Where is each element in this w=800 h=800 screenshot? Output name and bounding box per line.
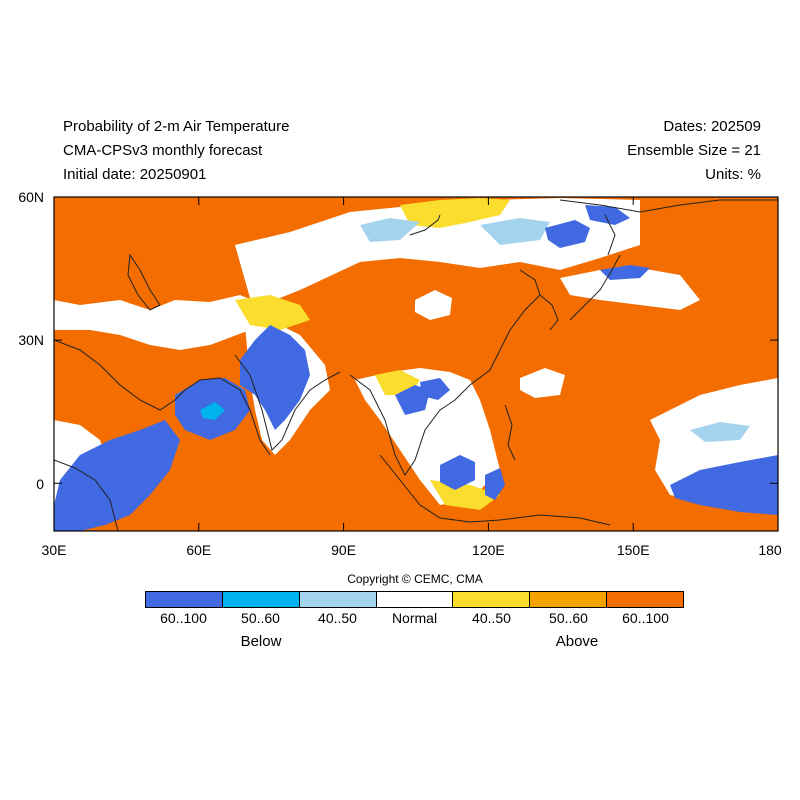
legend-above-label: Above [555,633,599,650]
above-weak-north [400,198,510,228]
legend-swatch-below-40-50 [299,592,377,607]
normal-zone-west [54,295,265,350]
initial-date: Initial date: 20250901 [63,166,207,183]
coast-africa-horn [54,459,119,531]
below-strong-north [585,205,630,225]
x-tick-120E: 120E [472,542,505,558]
ensemble-size: Ensemble Size = 21 [627,142,761,159]
map-frame [53,196,779,532]
coast-sakhalin [604,214,616,256]
probability-map: 30E 60E 90E 120E 150E 180 60N 30N 0 [18,189,782,558]
normal-zone-east [560,268,700,310]
below-strong-india [240,325,310,430]
below-weak-north [360,218,420,242]
coast-india [234,354,341,451]
above-weak-tibet [235,295,310,330]
legend-label: 60..100 [160,610,207,626]
coast-baikal [409,214,441,236]
coast-indonesia [379,454,611,526]
below-strong-laos [420,378,450,400]
y-tick-60N: 60N [18,189,44,205]
legend-swatch-below-60-100 [146,592,223,607]
below-strong-borneo [440,455,475,490]
x-tick-150E: 150E [617,542,650,558]
below-weak-pacific [690,422,750,442]
map-field [54,197,778,531]
map-subtitle: CMA-CPSv3 monthly forecast [63,142,263,159]
coast-caspian [127,253,161,311]
legend-colorbar [145,591,684,608]
legend-swatch-above-50-60 [530,592,608,607]
axis-ticks [53,196,779,531]
coast-korea [539,294,559,331]
legend-label: 50..60 [549,610,588,626]
legend-label: 40..50 [472,610,511,626]
normal-blob-seapacific [520,368,565,398]
legend-label: 40..50 [318,610,357,626]
below-strong-indochina [395,385,430,415]
legend-label: 50..60 [241,610,280,626]
map-title: Probability of 2-m Air Temperature [63,118,290,135]
below-strong-pacific [670,455,778,515]
legend-swatch-above-60-100 [607,592,684,607]
forecast-dates: Dates: 202509 [663,118,761,135]
coast-japan [569,254,621,321]
legend-labels: 60..100 50..60 40..50 Normal 40..50 50..… [145,610,684,626]
below-strong-northeast [545,220,590,248]
legend-swatch-above-40-50 [453,592,531,607]
x-tick-30E: 30E [42,542,67,558]
x-tick-60E: 60E [186,542,211,558]
legend-label: Normal [391,610,438,626]
coast-russia [559,199,778,213]
legend-label: 60..100 [622,610,669,626]
legend-below-label: Below [240,633,282,650]
x-tick-90E: 90E [331,542,356,558]
legend-swatch-below-50-60 [222,592,300,607]
coast-china [499,269,541,351]
below-strong-sulawesi [485,468,505,500]
copyright-text: Copyright © CEMC, CMA [347,572,483,586]
x-tick-180: 180 [758,542,782,558]
header-left: Probability of 2-m Air Temperature CMA-C… [63,115,290,187]
coast-philippines [504,404,516,461]
y-tick-30N: 30N [18,332,44,348]
y-tick-0: 0 [36,476,44,492]
below-weak-northeast [480,218,550,245]
legend-swatch-normal [376,592,454,607]
coastlines [54,199,778,531]
normal-blob-tibet [415,290,452,320]
below-strong-arabia [54,420,180,531]
below-mid-gulf [200,402,225,420]
header-right: Dates: 202509 Ensemble Size = 21 Units: … [627,115,761,187]
coast-indochina [349,349,501,476]
units-label: Units: % [705,166,761,183]
above-weak-south [430,480,500,510]
coast-arabia [54,339,271,456]
